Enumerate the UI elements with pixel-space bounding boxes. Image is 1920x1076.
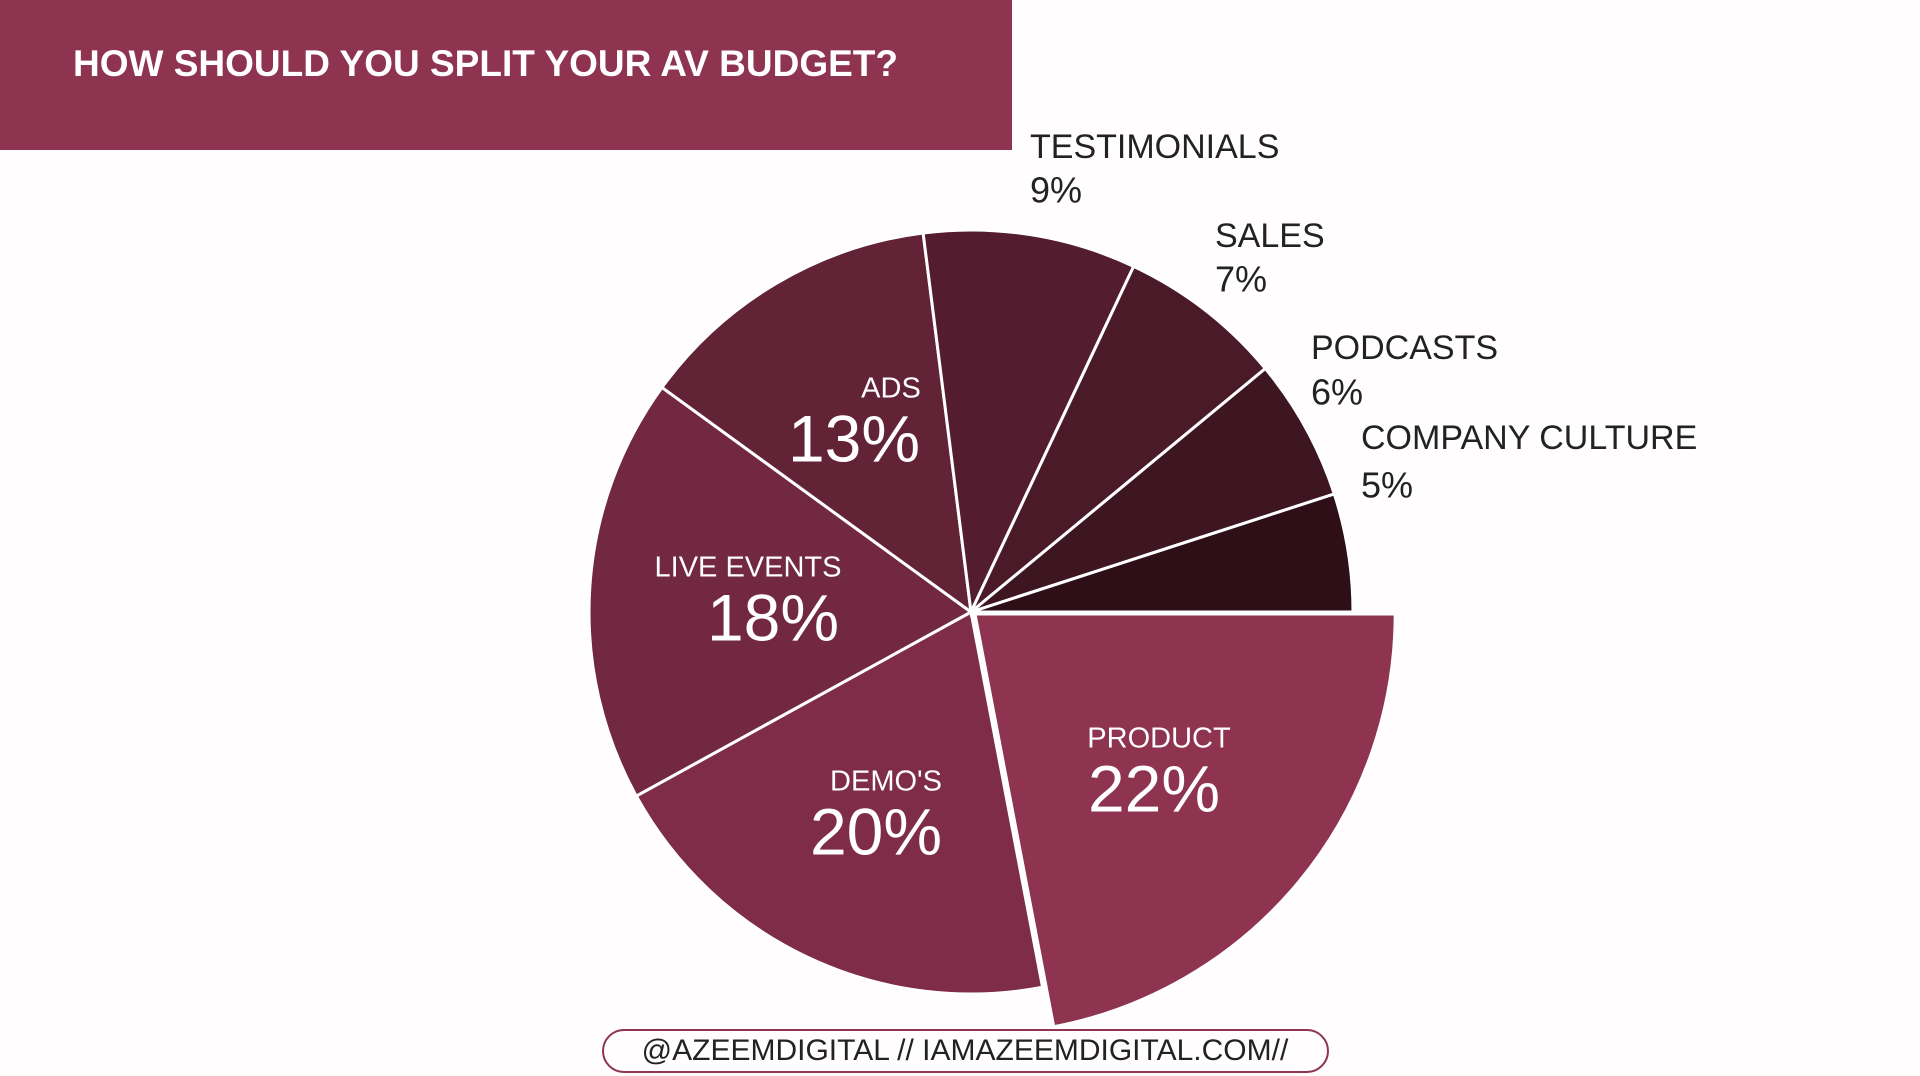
slice-label: PRODUCT (1087, 723, 1231, 755)
footer-pill (602, 1029, 1329, 1073)
slice-label: SALES (1215, 217, 1325, 255)
pie-slice (634, 609, 1045, 996)
pie-slice (970, 366, 1337, 614)
pie-slice (921, 228, 1136, 618)
value-label: 20% (810, 794, 942, 868)
value-label: 13% (788, 401, 920, 475)
slice-label: PODCASTS (1311, 329, 1498, 367)
slice-label: COMPANY CULTURE (1361, 419, 1697, 457)
slice-label: DEMO'S (830, 766, 942, 798)
chart-title: HOW SHOULD YOU SPLIT YOUR AV BUDGET? (73, 43, 898, 84)
pie-slice (969, 264, 1268, 614)
value-label: 9% (1030, 170, 1082, 211)
value-label: 18% (707, 580, 839, 654)
slice-label: TESTIMONIALS (1030, 128, 1279, 166)
pie-slice (587, 385, 974, 799)
value-label: 5% (1361, 465, 1413, 506)
value-label: 6% (1311, 372, 1363, 413)
pie-slice (659, 231, 973, 616)
footer: @AZEEMDIGITAL // IAMAZEEMDIGITAL.COM// (642, 1034, 1289, 1067)
value-label: 22% (1088, 751, 1220, 825)
slice-label: LIVE EVENTS (655, 552, 842, 584)
value-label: 7% (1215, 259, 1267, 300)
pie-slice (973, 612, 1397, 1029)
pie-slice (970, 492, 1355, 614)
title-banner (0, 0, 1012, 150)
slice-label: ADS (861, 373, 921, 405)
